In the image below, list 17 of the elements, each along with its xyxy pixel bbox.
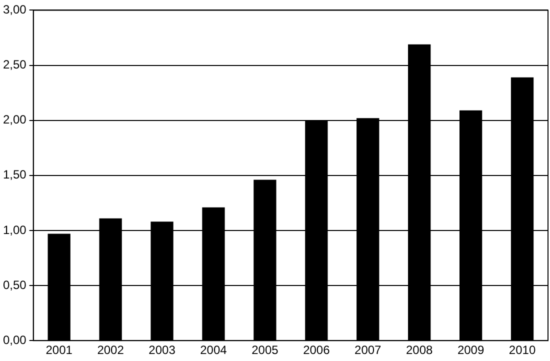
x-tick-label: 2001 — [46, 343, 73, 358]
x-tick-label: 2007 — [354, 343, 382, 358]
x-tick-label: 2003 — [148, 343, 176, 358]
x-tick-label: 2010 — [508, 343, 536, 358]
y-tick-label: 2,00 — [2, 112, 27, 127]
x-tick-label: 2006 — [303, 343, 330, 358]
x-tick-label: 2009 — [457, 343, 484, 358]
y-tick-label: 3,00 — [2, 2, 27, 17]
y-tick-label: 1,50 — [2, 168, 27, 182]
y-tick-label: 0,50 — [2, 278, 27, 292]
x-tick-label: 2005 — [252, 343, 279, 358]
x-tick-label: 2004 — [200, 343, 228, 358]
x-tick-label: 2002 — [97, 343, 124, 358]
y-tick-label: 1,00 — [2, 222, 27, 237]
y-tick-label: 0,00 — [2, 332, 27, 347]
x-tick-label: 2008 — [406, 343, 434, 358]
y-tick-label: 2,50 — [2, 58, 27, 72]
